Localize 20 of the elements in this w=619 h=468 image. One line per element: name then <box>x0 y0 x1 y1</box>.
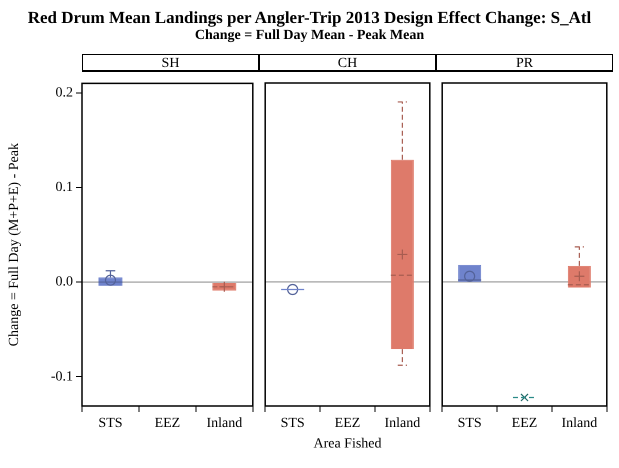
x-tick-label: EEZ <box>334 416 360 432</box>
chart-title: PR <box>436 54 613 72</box>
x-tick-label: STS <box>458 416 482 432</box>
y-axis-title: Change = Full Day (M+P+E) - Peak <box>7 143 22 346</box>
text: Change = Full Day Mean - Peak Mean <box>194 28 426 44</box>
x-tick-label: Inland <box>384 416 420 432</box>
x-tick-label: STS <box>98 416 123 432</box>
x-tick-label: EEZ <box>512 416 538 432</box>
x-tick-label: Inland <box>561 416 598 432</box>
x-tick-label: Inland <box>206 416 242 432</box>
text: Red Drum Mean Landings per Angler-Trip 2013 Design Effect Change: S_Atl <box>26 8 592 28</box>
chart-title: SH <box>82 54 259 72</box>
x-tick-label: EEZ <box>154 416 180 432</box>
y-tick-label: 0.0 <box>56 274 73 290</box>
y-tick-label: -0.1 <box>50 369 73 384</box>
y-tick-label: 0.1 <box>56 180 73 196</box>
chart-title: CH <box>259 54 436 72</box>
y-tick-label: 0.2 <box>56 86 73 101</box>
x-axis-title: Area Fished <box>313 436 382 452</box>
x-tick-label: STS <box>280 416 305 432</box>
